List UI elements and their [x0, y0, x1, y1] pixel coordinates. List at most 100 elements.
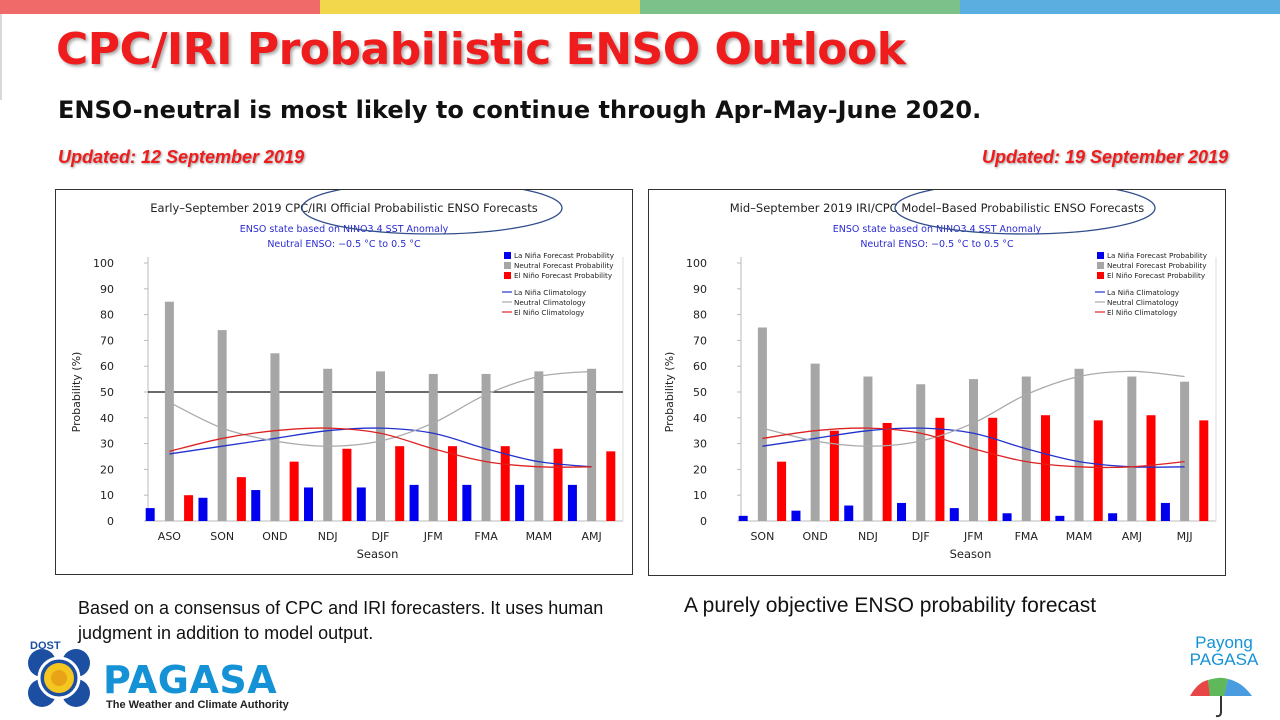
- bar-el-nino: [1093, 420, 1103, 521]
- x-tick-label: FMA: [1015, 530, 1039, 543]
- bar-el-nino: [1199, 420, 1209, 521]
- bar-la-nina: [791, 510, 801, 521]
- y-tick-label: 0: [107, 515, 114, 528]
- bar-neutral: [863, 376, 873, 521]
- x-tick-label: OND: [262, 530, 287, 543]
- chart-subtitle: ENSO state based on NINO3.4 SST Anomaly: [240, 224, 449, 235]
- y-tick-label: 90: [100, 283, 114, 296]
- y-tick-label: 80: [693, 309, 707, 322]
- y-tick-label: 10: [693, 489, 707, 502]
- bar-neutral: [810, 363, 820, 521]
- y-tick-label: 20: [693, 463, 707, 476]
- bar-neutral: [164, 301, 174, 521]
- chart-subtitle: Neutral ENSO: −0.5 °C to 0.5 °C: [860, 239, 1014, 250]
- legend-swatch: [504, 262, 511, 269]
- slide-edge-line: [0, 14, 2, 100]
- bar-la-nina: [356, 487, 366, 521]
- y-axis-label: Probability (%): [70, 352, 83, 433]
- bar-neutral: [969, 379, 978, 521]
- legend-label: Neutral Climatology: [1107, 298, 1179, 307]
- y-tick-label: 30: [693, 438, 707, 451]
- climatology-line-el-nino: [169, 427, 592, 468]
- color-strip: [0, 0, 1280, 14]
- color-strip-blue: [960, 0, 1280, 14]
- updated-left: Updated: 12 September 2019: [58, 147, 305, 167]
- pagasa-logo-icon: [28, 649, 90, 707]
- y-tick-label: 30: [100, 438, 114, 451]
- bar-la-nina: [844, 505, 854, 521]
- y-tick-label: 80: [100, 309, 114, 322]
- bar-el-nino: [829, 430, 839, 521]
- bar-neutral: [1180, 381, 1190, 521]
- y-tick-label: 50: [100, 386, 114, 399]
- slide-headline: ENSO-neutral is most likely to continue …: [58, 96, 982, 124]
- chart-title: Early–September 2019 CPC/IRI Official Pr…: [150, 201, 538, 215]
- x-tick-label: MAM: [1066, 530, 1093, 543]
- x-tick-label: SON: [750, 530, 774, 543]
- bar-neutral: [270, 353, 280, 521]
- x-axis-label: Season: [357, 547, 399, 561]
- y-tick-label: 90: [693, 283, 707, 296]
- legend-swatch: [1097, 252, 1104, 259]
- bar-la-nina: [897, 502, 907, 521]
- color-strip-red: [0, 0, 320, 14]
- caption-model: A purely objective ENSO probability fore…: [684, 594, 1097, 617]
- y-tick-label: 60: [693, 360, 707, 373]
- bar-neutral: [1074, 368, 1084, 521]
- y-tick-label: 20: [100, 463, 114, 476]
- title-highlight-ellipse: [894, 190, 1156, 235]
- official-forecast-chart-svg: Early–September 2019 CPC/IRI Official Pr…: [70, 190, 624, 561]
- dost-label: DOST: [30, 640, 61, 652]
- bar-neutral: [376, 371, 385, 521]
- x-tick-label: FMA: [474, 530, 498, 543]
- legend-label: El Niño Forecast Probability: [514, 271, 613, 280]
- bar-neutral: [534, 371, 544, 521]
- legend-swatch: [504, 252, 511, 259]
- legend-label: El Niño Climatology: [514, 308, 585, 317]
- bar-el-nino: [289, 461, 299, 521]
- pagasa-wordmark: PAGASA: [103, 658, 278, 702]
- pagasa-tagline: The Weather and Climate Authority: [106, 699, 289, 711]
- chart-title: Mid–September 2019 IRI/CPC Model–Based P…: [730, 201, 1145, 215]
- legend-swatch: [1097, 272, 1104, 279]
- slide-title: CPC/IRI Probabilistic ENSO Outlook: [56, 24, 906, 75]
- bar-la-nina: [304, 487, 314, 521]
- chart-subtitle: ENSO state based on NINO3.4 SST Anomaly: [833, 224, 1042, 235]
- bar-el-nino: [184, 495, 194, 521]
- y-tick-label: 100: [686, 257, 707, 270]
- bar-el-nino: [606, 451, 616, 521]
- bar-la-nina: [145, 508, 155, 521]
- bar-neutral: [217, 330, 227, 521]
- bar-la-nina: [1160, 502, 1170, 521]
- y-axis-label: Probability (%): [663, 352, 676, 433]
- bar-la-nina: [1108, 513, 1118, 521]
- x-tick-label: MJJ: [1177, 530, 1193, 543]
- bar-el-nino: [553, 448, 563, 521]
- payong-line2: PAGASA: [1189, 650, 1259, 669]
- climatology-line-el-nino: [762, 427, 1185, 469]
- y-tick-label: 40: [693, 412, 707, 425]
- bar-la-nina: [1002, 513, 1012, 521]
- bar-el-nino: [1040, 415, 1050, 521]
- bar-la-nina: [567, 484, 577, 521]
- x-axis-label: Season: [950, 547, 992, 561]
- y-tick-label: 10: [100, 489, 114, 502]
- legend-swatch: [504, 272, 511, 279]
- legend-label: Neutral Forecast Probability: [1107, 261, 1207, 270]
- x-tick-label: AMJ: [1122, 530, 1142, 543]
- legend-label: La Niña Climatology: [1107, 288, 1180, 297]
- updated-right: Updated: 19 September 2019: [982, 147, 1229, 167]
- bar-el-nino: [777, 461, 787, 521]
- y-tick-label: 100: [93, 257, 114, 270]
- x-tick-label: SON: [210, 530, 234, 543]
- climatology-line-la-nina: [169, 427, 592, 468]
- y-tick-label: 50: [693, 386, 707, 399]
- caption-official: Based on a consensus of CPC and IRI fore…: [78, 598, 604, 643]
- x-tick-label: AMJ: [581, 530, 601, 543]
- y-tick-label: 70: [100, 334, 114, 347]
- y-tick-label: 70: [693, 334, 707, 347]
- model-forecast-chart-svg: Mid–September 2019 IRI/CPC Model–Based P…: [663, 190, 1217, 561]
- bar-neutral: [587, 368, 597, 521]
- legend-swatch: [1097, 262, 1104, 269]
- bar-el-nino: [447, 446, 457, 521]
